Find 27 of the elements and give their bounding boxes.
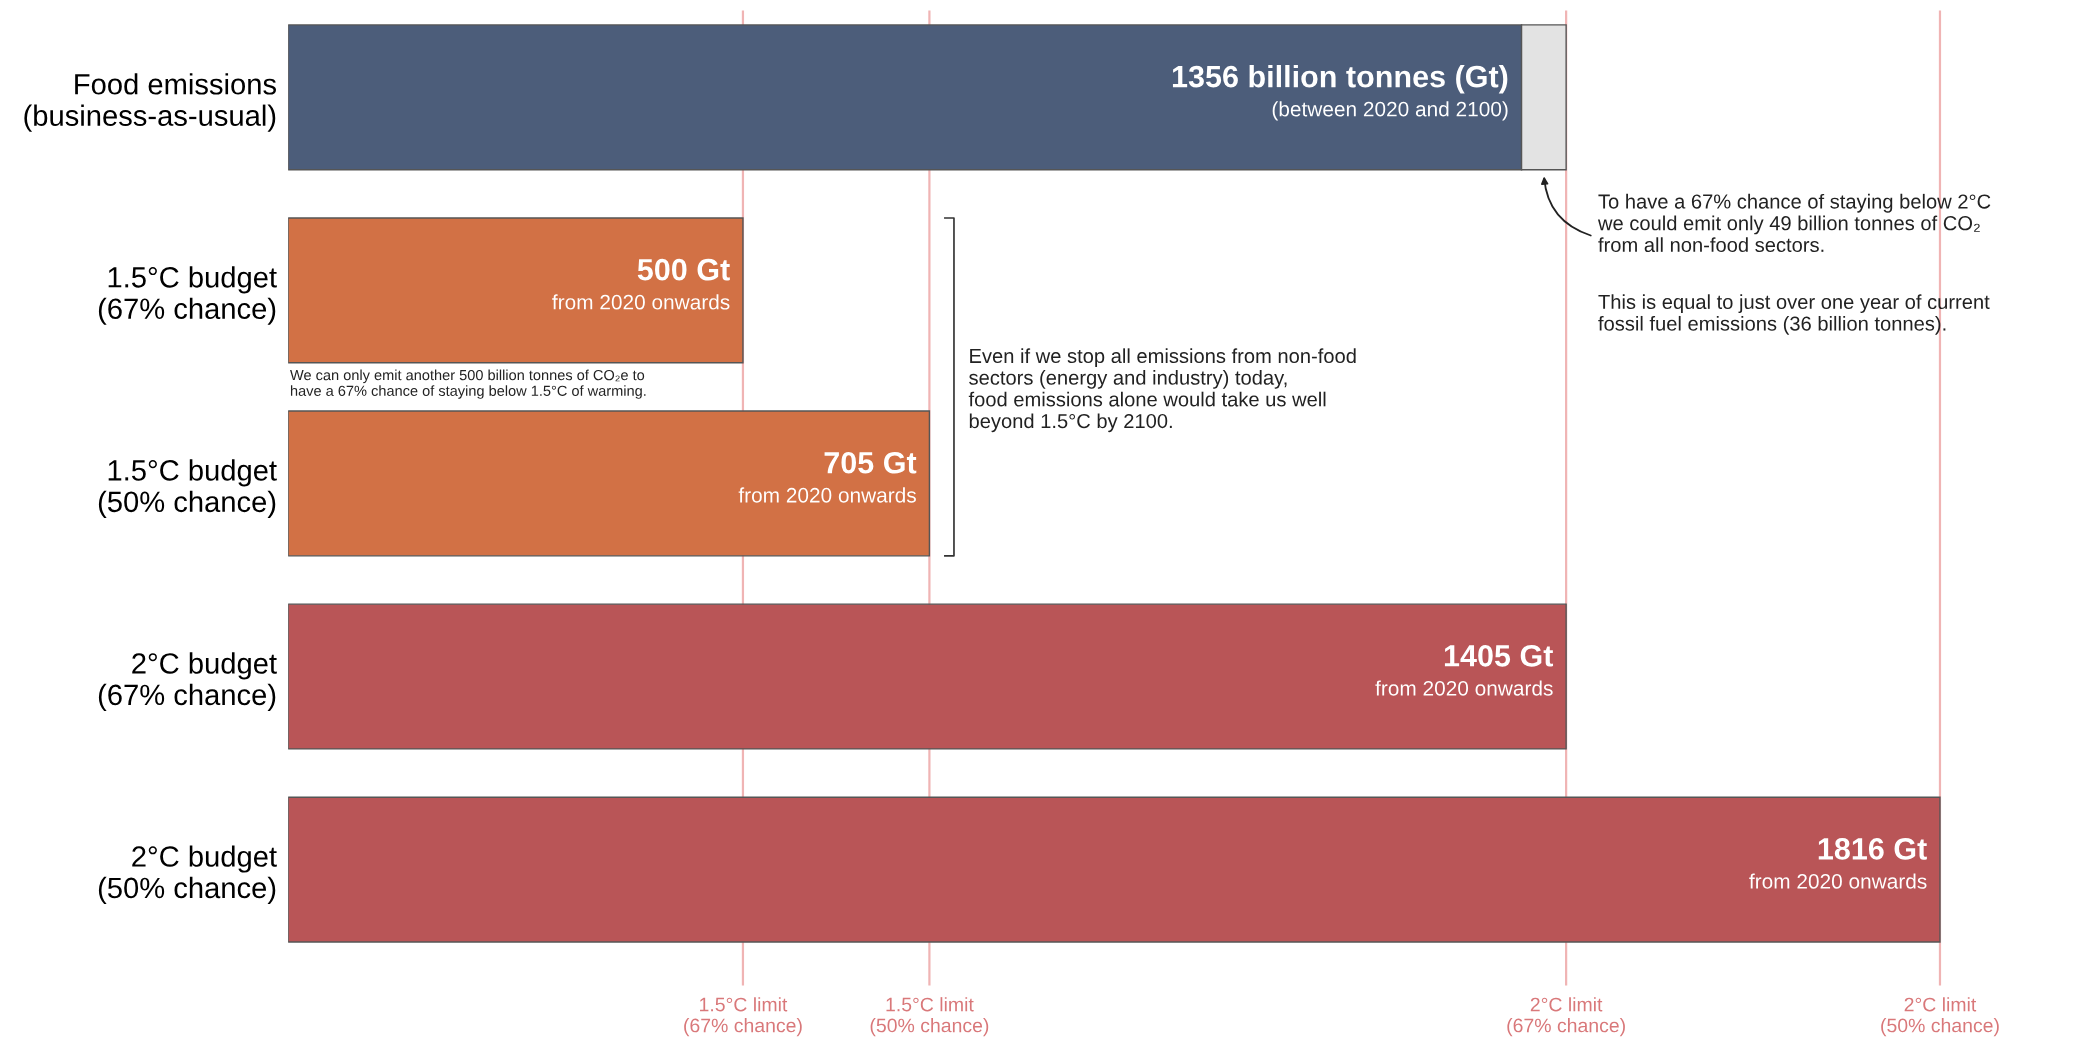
data-label: 1405 Gt: [1444, 644, 1554, 667]
y-tick-label: 2°C budget (50% chance): [98, 845, 277, 905]
bar: [288, 217, 744, 364]
y-tick-label: 1.5°C budget (50% chance): [98, 459, 277, 518]
data-label: 1356 billion tonnes (Gt): [1172, 64, 1508, 94]
ref-line-label: 2°C limit (67% chance): [1507, 997, 1625, 1037]
annotation: To have a 67% chance of staying below 2°C we could emit only 49 billion tonnes of CO₂ from all non-food sectors.: [1597, 193, 1991, 253]
annotation: We can only emit another 500 billion tonnes of CO₂e to have a 67% chance of staying below 1.5°C of warming.: [290, 369, 646, 399]
data-label: 705 Gt: [824, 451, 917, 474]
annotation: from 2020 onwards: [1375, 680, 1553, 696]
annotation: from 2020 onwards: [1749, 873, 1927, 889]
data-label: 500 Gt: [637, 258, 730, 281]
ref-line-label: 1.5°C limit (67% chance): [684, 997, 802, 1037]
annotation: (between 2020 and 2100): [1272, 101, 1508, 121]
bar: [288, 603, 1567, 750]
y-tick-label: Food emissions (business-as-usual): [24, 73, 276, 132]
y-tick-label: 1.5°C budget (67% chance): [98, 266, 277, 325]
y-tick-label: 2°C budget (67% chance): [98, 652, 277, 711]
ref-line-label: 1.5°C limit (50% chance): [870, 997, 989, 1037]
ref-line-label: 2°C limit (50% chance): [1881, 997, 1999, 1037]
annotation: from 2020 onwards: [552, 294, 730, 310]
bar: [288, 410, 931, 557]
annotation: Even if we stop all emissions from non-food sectors (energy and industry) today, food emissions alone would take us well beyond 1.5°C by 2100.: [968, 348, 1356, 433]
data-label: 1816 Gt: [1818, 838, 1927, 860]
bar: [288, 796, 1941, 943]
annotation: from 2020 onwards: [738, 487, 916, 503]
annotation: This is equal to just over one year of current fossil fuel emissions (36 billion tonnes).: [1598, 294, 1990, 335]
